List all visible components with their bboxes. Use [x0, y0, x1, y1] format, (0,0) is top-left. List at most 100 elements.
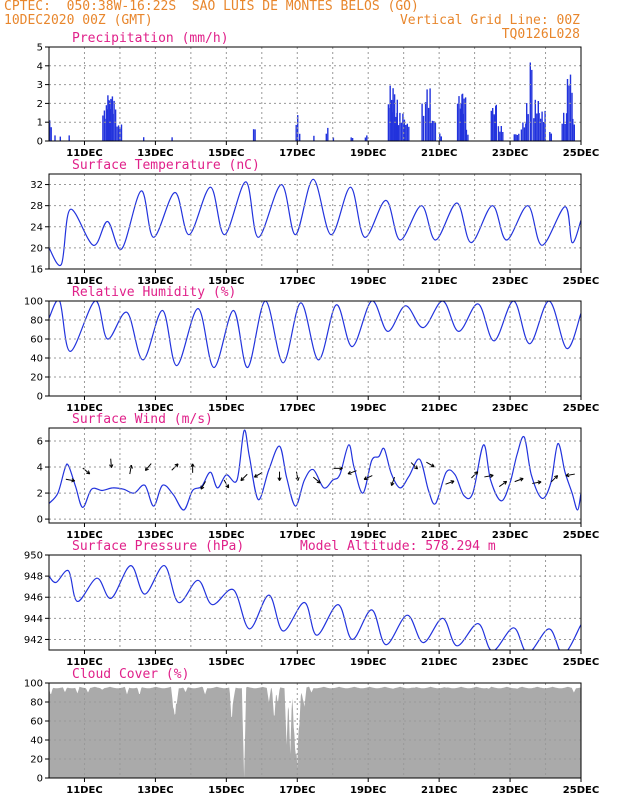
- wind-arrow: [532, 480, 542, 485]
- precip-bar: [68, 135, 70, 141]
- precip-bar: [421, 103, 423, 141]
- panel-0: 0 1 2 3 4 5 11DEC 13DEC 15DEC 17DEC 19DEC 21DEC 23DE…: [37, 31, 600, 159]
- x-tick-label: 25DEC: [563, 785, 599, 796]
- y-tick-label: 80: [30, 316, 43, 327]
- precip-bar: [102, 115, 104, 141]
- precip-bar: [573, 124, 575, 141]
- wind-arrow: [190, 463, 195, 473]
- x-tick-label: 21DEC: [421, 403, 457, 414]
- wind-arrow: [426, 461, 435, 468]
- precip-bar: [389, 85, 391, 141]
- wind-arrow: [565, 473, 575, 478]
- precip-bar: [571, 92, 573, 141]
- precip-bar: [313, 135, 315, 141]
- y-tick-label: 0: [37, 774, 43, 785]
- y-tick-label: 942: [24, 635, 43, 646]
- precip-bar: [572, 118, 574, 141]
- x-tick-label: 25DEC: [563, 276, 599, 287]
- wind-arrow: [109, 458, 114, 468]
- x-tick-label: 11DEC: [66, 148, 102, 159]
- y-tick-label: 1: [37, 118, 43, 129]
- precip-bar: [538, 113, 540, 141]
- plot-frame: [48, 46, 582, 142]
- panel-1: 16 20 24 28 32 11DEC 13DEC 15DEC 17DEC 19DEC 21DEC…: [30, 158, 599, 287]
- x-tick-label: 13DEC: [137, 403, 173, 414]
- precip-bar: [116, 126, 118, 141]
- x-tick-label: 15DEC: [208, 530, 244, 541]
- precip-bar: [561, 123, 563, 141]
- precip-bar: [54, 135, 56, 141]
- wind-arrow: [550, 475, 559, 483]
- panel-title: Surface Wind (m/s): [72, 412, 213, 427]
- panel-title: Surface Pressure (hPa): [72, 539, 244, 554]
- x-tick-label: 19DEC: [350, 785, 386, 796]
- precip-bar: [402, 113, 404, 141]
- precip-bar: [563, 112, 565, 141]
- x-tick-label: 11DEC: [66, 276, 102, 287]
- header-grid-note: Vertical Grid Line: 00Z: [399, 13, 580, 28]
- precip-bar: [465, 129, 468, 141]
- precip-bar: [350, 137, 352, 141]
- precip-bar: [490, 110, 492, 141]
- y-tick-label: 80: [30, 698, 43, 709]
- y-tick-label: 28: [30, 201, 43, 212]
- x-tick-label: 23DEC: [492, 276, 528, 287]
- precip-bar: [299, 133, 301, 141]
- precip-bar: [492, 108, 494, 141]
- panel-4: 942 944 946 948 950 11DEC 13DEC 15DEC 17DEC 19DEC…: [24, 539, 599, 668]
- wind-arrow: [82, 467, 91, 475]
- y-tick-label: 948: [24, 572, 43, 583]
- x-tick-label: 21DEC: [421, 785, 457, 796]
- x-tick-label: 15DEC: [208, 148, 244, 159]
- wind-arrow: [499, 480, 508, 487]
- x-tick-label: 15DEC: [208, 785, 244, 796]
- header-model-id: TQ0126L028: [501, 27, 580, 42]
- panel-title: Relative Humidity (%): [72, 285, 236, 300]
- precip-bar: [405, 125, 407, 141]
- x-tick-label: 23DEC: [492, 148, 528, 159]
- y-tick-label: 32: [30, 180, 43, 191]
- precip-bar: [456, 103, 459, 141]
- precip-bar: [396, 113, 398, 141]
- y-tick-label: 944: [24, 614, 43, 625]
- precip-bar: [516, 135, 518, 141]
- precip-bar: [458, 96, 460, 141]
- precip-bar: [113, 100, 115, 141]
- precip-bar: [364, 137, 367, 141]
- precip-bar: [434, 122, 437, 141]
- precip-bar: [537, 101, 539, 141]
- wind-arrow: [144, 463, 152, 471]
- x-tick-label: 13DEC: [137, 530, 173, 541]
- x-tick-label: 17DEC: [279, 657, 315, 668]
- precip-bar: [387, 104, 390, 141]
- wind-arrow: [514, 477, 524, 483]
- y-tick-label: 100: [24, 297, 43, 308]
- wind-arrow: [410, 462, 418, 470]
- wind-arrow: [65, 478, 76, 483]
- panel-5: 0 20 40 60 80 100 11DEC 13DEC 15DEC 17DEC 19DEC 21D…: [24, 667, 599, 796]
- plot-frame: [48, 300, 582, 397]
- precip-bar: [392, 88, 394, 141]
- precip-bar: [515, 134, 517, 141]
- precip-bar: [497, 126, 500, 141]
- precip-bar: [502, 132, 504, 141]
- series-line: [49, 429, 581, 511]
- y-tick-label: 20: [30, 373, 43, 384]
- panel-title: Cloud Cover (%): [72, 667, 189, 682]
- x-tick-label: 13DEC: [137, 785, 173, 796]
- wind-arrow: [240, 473, 248, 482]
- precip-bar: [429, 88, 431, 141]
- plot-frame: [48, 427, 582, 524]
- precip-bar: [105, 105, 108, 141]
- x-tick-label: 19DEC: [350, 530, 386, 541]
- precip-bar: [393, 94, 396, 141]
- y-tick-label: 4: [37, 463, 43, 474]
- plot-area: [49, 686, 581, 778]
- panel-title: Precipitation (mm/h): [72, 31, 229, 46]
- x-tick-label: 15DEC: [208, 276, 244, 287]
- precip-bar: [461, 93, 464, 141]
- wind-arrow: [253, 472, 263, 478]
- precip-bar: [399, 112, 401, 141]
- x-tick-label: 21DEC: [421, 530, 457, 541]
- precip-bar: [49, 120, 51, 141]
